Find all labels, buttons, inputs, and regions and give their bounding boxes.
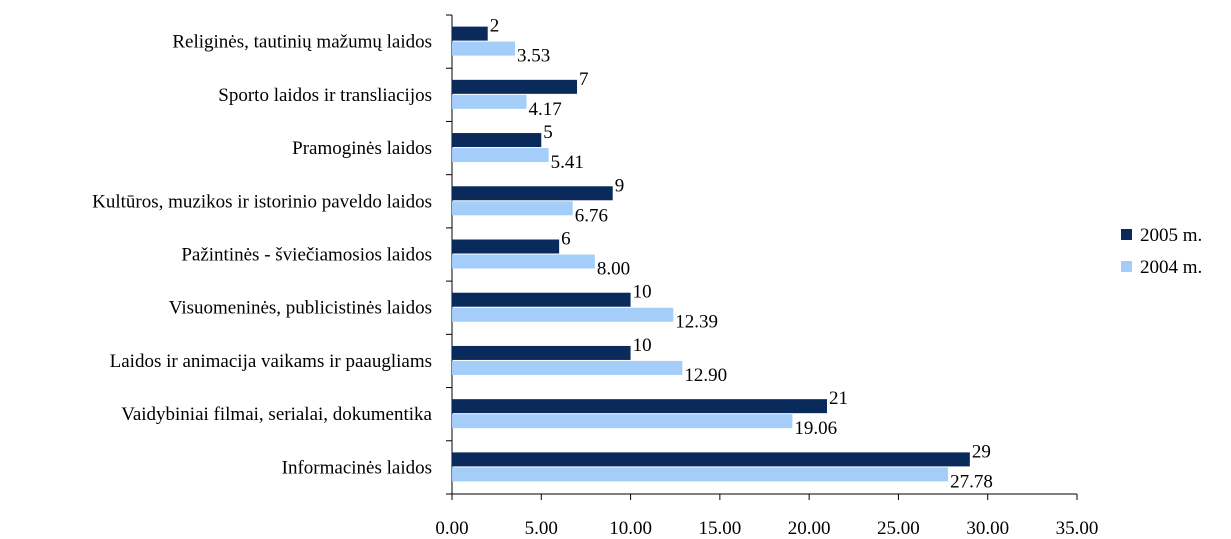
data-label-2005: 21 <box>829 388 848 409</box>
data-label-2005: 7 <box>579 69 589 90</box>
data-label-2005: 5 <box>543 122 553 143</box>
bar-2004 <box>452 414 793 429</box>
legend-swatch-2004 <box>1121 261 1132 272</box>
data-label-2004: 6.76 <box>575 205 608 226</box>
x-tick-label: 5.00 <box>525 518 558 539</box>
category-label: Pramoginės laidos <box>292 138 432 159</box>
data-label-2004: 12.39 <box>675 312 718 333</box>
bar-2004 <box>452 201 573 216</box>
bar-2004 <box>452 148 549 163</box>
category-label: Informacinės laidos <box>282 457 432 478</box>
category-label: Kultūros, muzikos ir istorinio paveldo l… <box>92 191 432 212</box>
bar-2005 <box>452 452 970 467</box>
data-label-2005: 6 <box>561 229 571 250</box>
x-tick-label: 35.00 <box>1056 518 1099 539</box>
bar-2004 <box>452 360 683 375</box>
bar-2005 <box>452 345 631 360</box>
x-tick-label: 10.00 <box>609 518 652 539</box>
legend-swatch-2005 <box>1121 229 1132 240</box>
legend-label-2004: 2004 m. <box>1140 257 1202 278</box>
x-tick-label: 20.00 <box>788 518 831 539</box>
category-label: Visuomeninės, publicistinės laidos <box>169 298 432 319</box>
category-label: Pažintinės - šviečiamosios laidos <box>181 245 432 266</box>
data-label-2004: 19.06 <box>794 418 837 439</box>
bar-2005 <box>452 26 488 41</box>
data-label-2004: 4.17 <box>528 99 561 120</box>
bar-2004 <box>452 467 949 482</box>
data-label-2004: 3.53 <box>517 46 550 67</box>
bar-2004 <box>452 41 516 56</box>
data-label-2004: 27.78 <box>950 471 993 492</box>
category-label: Vaidybiniai filmai, serialai, dokumentik… <box>121 404 432 425</box>
x-tick-label: 30.00 <box>966 518 1009 539</box>
data-label-2005: 10 <box>633 282 652 303</box>
bar-2005 <box>452 79 577 94</box>
data-label-2005: 10 <box>633 335 652 356</box>
data-label-2004: 12.90 <box>684 365 727 386</box>
legend-label-2005: 2005 m. <box>1140 225 1202 246</box>
bar-2005 <box>452 186 613 201</box>
data-label-2005: 29 <box>972 441 991 462</box>
x-tick-label: 25.00 <box>877 518 920 539</box>
category-label: Sporto laidos ir transliacijos <box>218 85 432 106</box>
x-tick-label: 15.00 <box>698 518 741 539</box>
bar-2005 <box>452 239 560 254</box>
bar-2004 <box>452 254 595 269</box>
category-label: Laidos ir animacija vaikams ir paaugliam… <box>110 351 432 372</box>
x-tick-label: 0.00 <box>435 518 468 539</box>
bar-2005 <box>452 292 631 307</box>
bar-2004 <box>452 307 674 322</box>
data-label-2005: 2 <box>490 16 500 37</box>
data-label-2004: 5.41 <box>551 152 584 173</box>
data-label-2004: 8.00 <box>597 259 630 280</box>
bar-2004 <box>452 94 527 109</box>
bar-2005 <box>452 399 827 414</box>
data-label-2005: 9 <box>615 175 625 196</box>
bar-2005 <box>452 133 542 148</box>
category-label: Religinės, tautinių mažumų laidos <box>172 32 432 53</box>
